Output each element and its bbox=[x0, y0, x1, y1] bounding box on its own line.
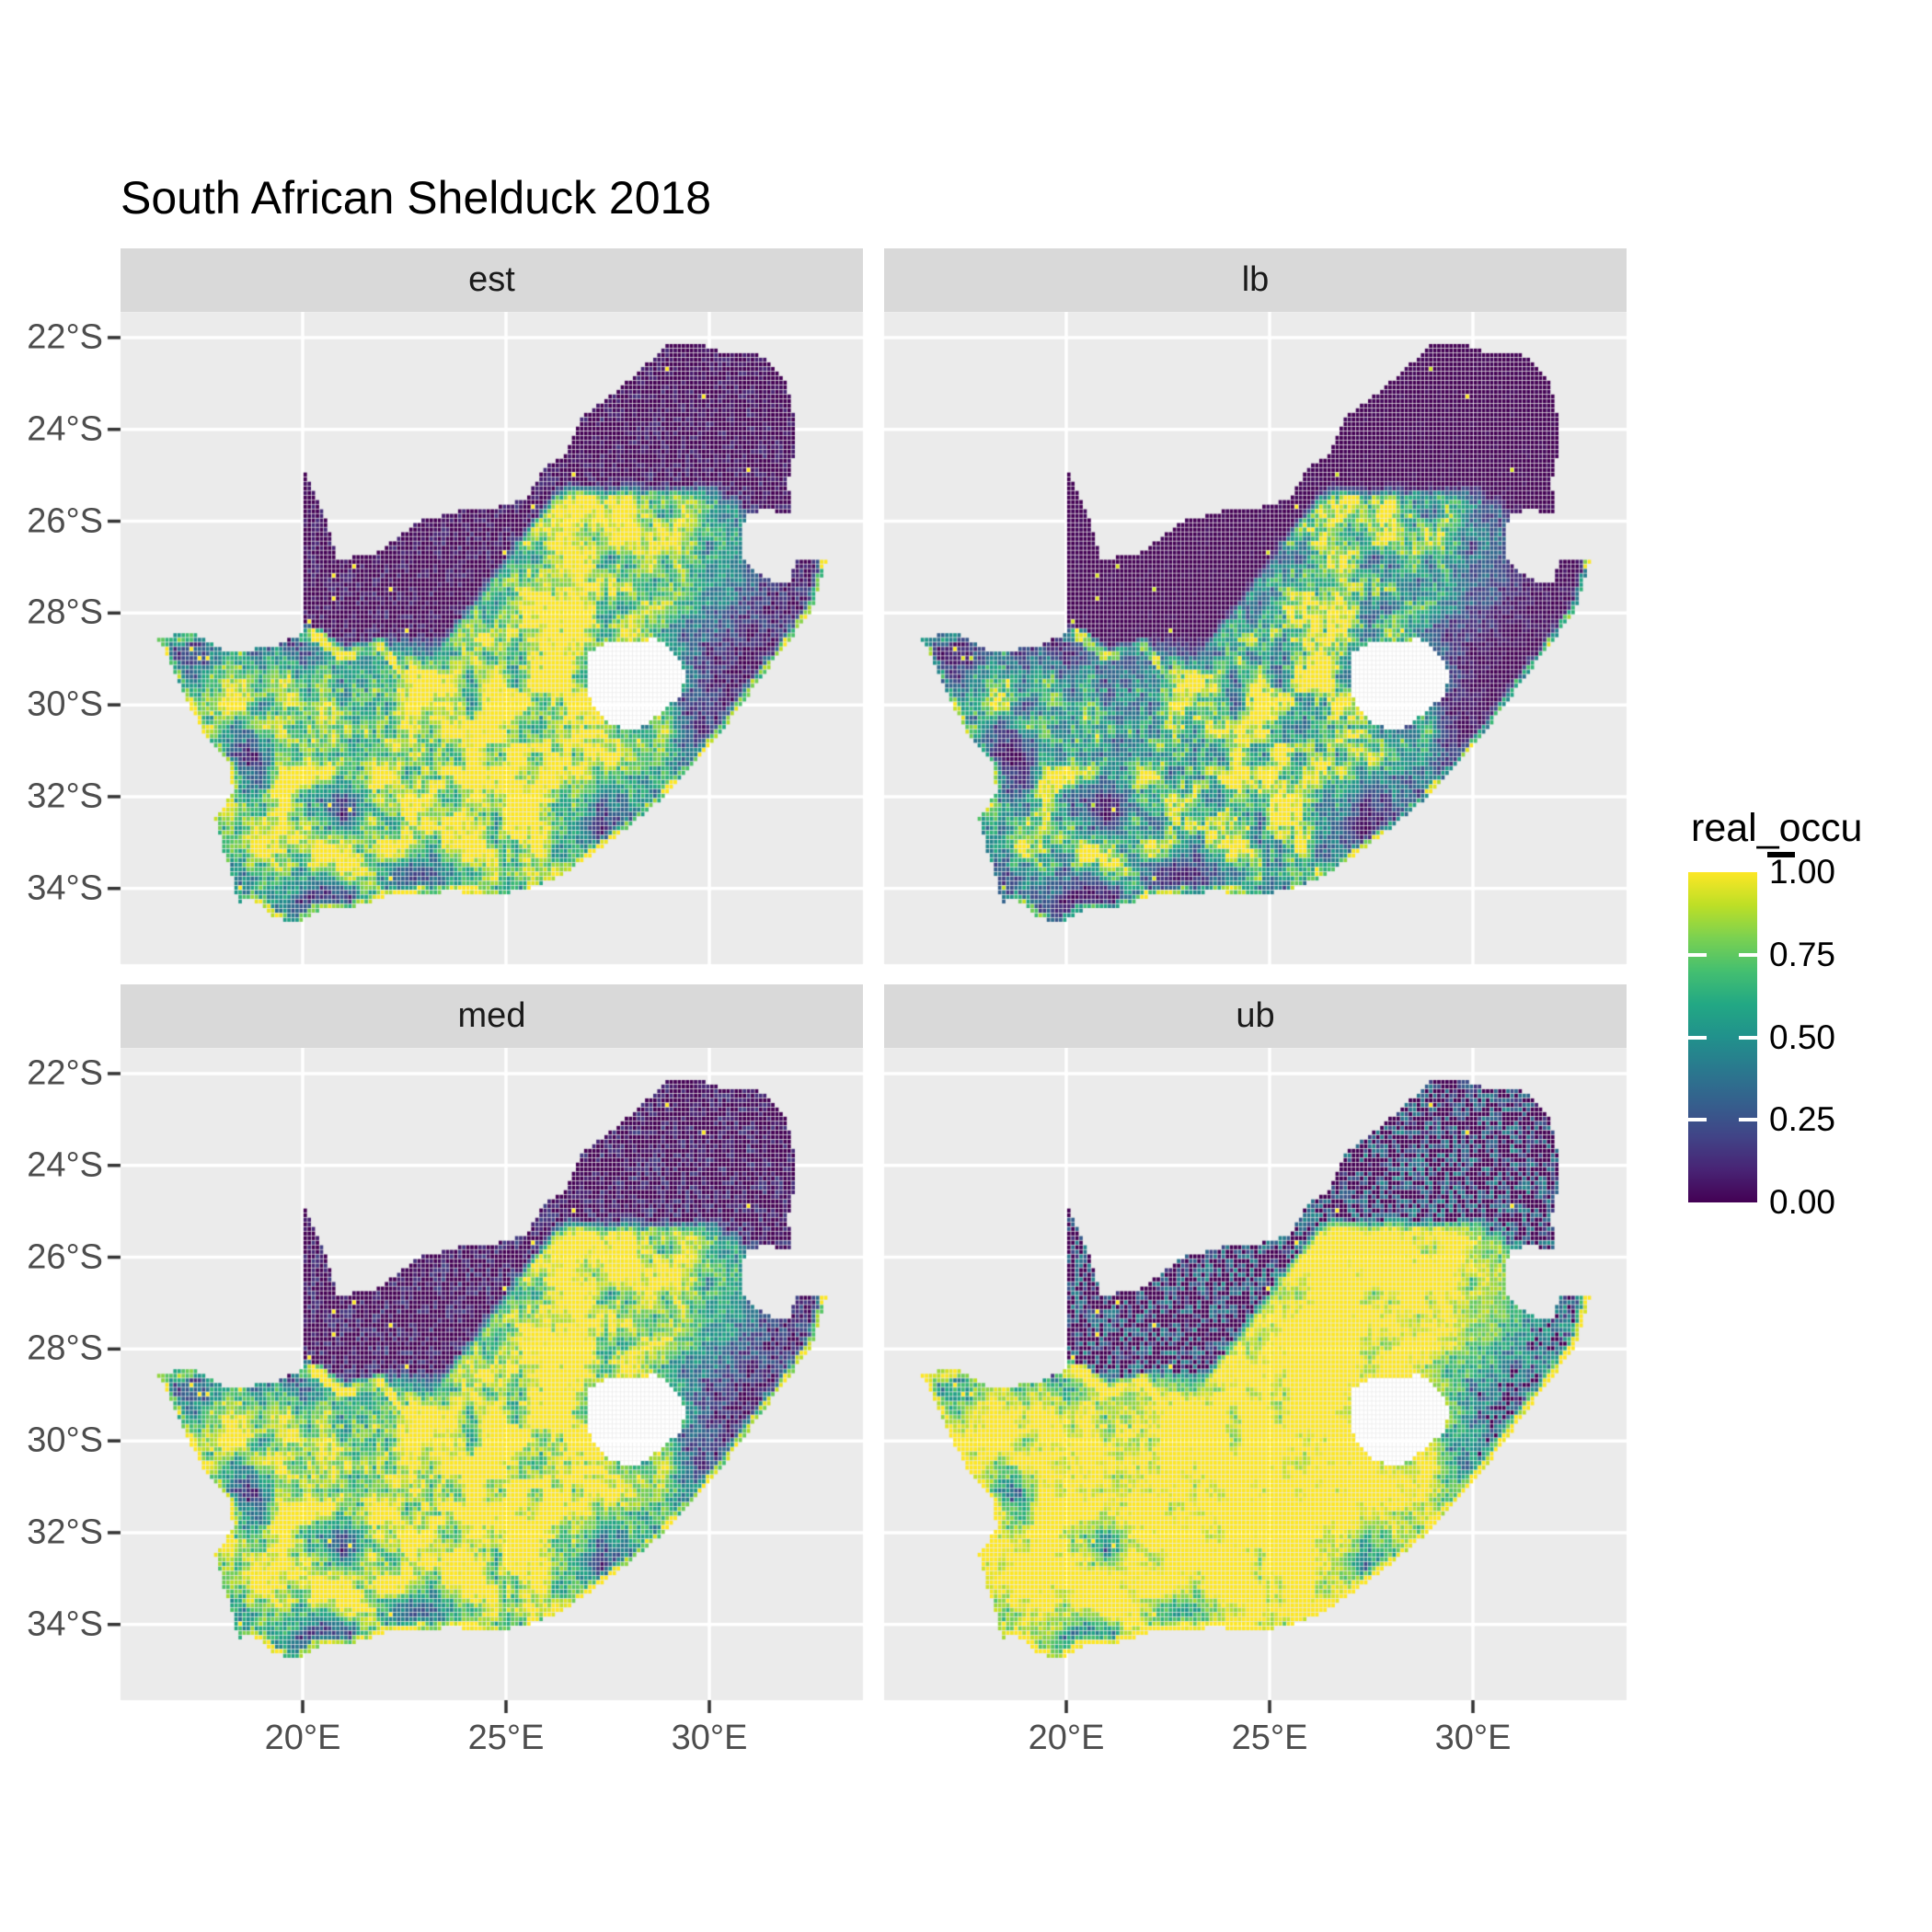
y-axis-tick-label: 34°S bbox=[27, 1604, 103, 1644]
facet-strip-label: med bbox=[457, 996, 526, 1035]
legend-tick bbox=[1688, 952, 1707, 957]
facet-strip-med: med bbox=[121, 984, 863, 1048]
y-axis-tick-label: 30°S bbox=[27, 684, 103, 724]
y-axis-tick-label: 34°S bbox=[27, 868, 103, 908]
facet-strip-label: lb bbox=[1241, 260, 1270, 299]
legend-tick bbox=[1688, 1118, 1707, 1122]
plot-title: South African Shelduck 2018 bbox=[121, 172, 712, 224]
y-axis-tick-label: 24°S bbox=[27, 409, 103, 449]
legend-tick bbox=[1739, 1118, 1757, 1122]
y-axis-tick-label: 30°S bbox=[27, 1420, 103, 1460]
facet-strip-lb: lb bbox=[884, 248, 1627, 312]
legend-label: 1.00 bbox=[1769, 853, 1836, 891]
x-axis-tick-label: 30°E bbox=[671, 1719, 748, 1757]
legend-title: real_occu bbox=[1691, 806, 1863, 850]
facet-strip-ub: ub bbox=[884, 984, 1627, 1048]
legend-label: 0.00 bbox=[1769, 1183, 1836, 1221]
y-axis-tick-label: 26°S bbox=[27, 1237, 103, 1277]
y-axis-tick-label: 32°S bbox=[27, 1512, 103, 1552]
y-axis-tick-label: 26°S bbox=[27, 501, 103, 541]
legend-tick bbox=[1688, 1035, 1707, 1040]
y-axis-tick-label: 32°S bbox=[27, 776, 103, 816]
x-axis-tick-label: 25°E bbox=[467, 1719, 545, 1757]
y-axis-tick-label: 28°S bbox=[27, 1328, 103, 1368]
facet-strip-label: est bbox=[468, 260, 515, 299]
legend-tick bbox=[1739, 952, 1757, 957]
x-axis-tick-label: 25°E bbox=[1231, 1719, 1308, 1757]
legend-label: 0.75 bbox=[1769, 935, 1836, 973]
x-axis-tick-label: 20°E bbox=[264, 1719, 341, 1757]
legend-label: 0.25 bbox=[1769, 1100, 1836, 1139]
facet-strip-est: est bbox=[121, 248, 863, 312]
y-axis-tick-label: 22°S bbox=[27, 1053, 103, 1093]
y-axis-tick-label: 24°S bbox=[27, 1145, 103, 1185]
legend-top-tick bbox=[1767, 852, 1795, 857]
x-axis-tick-label: 20°E bbox=[1028, 1719, 1105, 1757]
x-axis-tick-label: 30°E bbox=[1434, 1719, 1512, 1757]
y-axis-tick-label: 28°S bbox=[27, 592, 103, 632]
facet-strip-label: ub bbox=[1236, 996, 1275, 1035]
legend-tick bbox=[1739, 1035, 1757, 1040]
legend-label: 0.50 bbox=[1769, 1018, 1836, 1056]
y-axis-tick-label: 22°S bbox=[27, 317, 103, 357]
